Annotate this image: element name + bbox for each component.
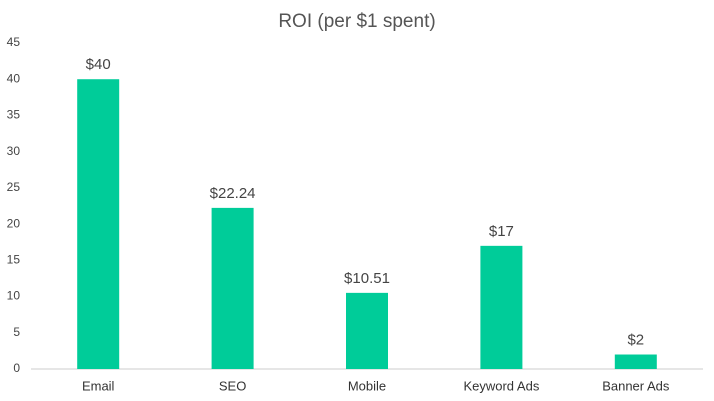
value-label: $10.51 xyxy=(344,270,390,287)
value-label: $40 xyxy=(86,56,111,73)
x-tick-label: SEO xyxy=(219,378,246,393)
y-tick-label: 25 xyxy=(7,180,21,194)
y-tick-label: 30 xyxy=(7,144,21,158)
x-tick-label: Mobile xyxy=(348,378,386,393)
bar xyxy=(211,207,254,369)
bar xyxy=(77,79,120,369)
bar xyxy=(480,245,523,369)
y-tick-label: 10 xyxy=(7,289,21,303)
x-tick-label: Keyword Ads xyxy=(463,378,539,393)
y-tick-label: 40 xyxy=(7,71,21,85)
y-tick-label: 0 xyxy=(13,361,20,375)
x-tick-label: Email xyxy=(82,378,115,393)
bar xyxy=(346,292,388,369)
y-tick-label: 20 xyxy=(7,216,21,230)
value-label: $22.24 xyxy=(210,185,256,202)
value-label: $17 xyxy=(489,223,514,240)
y-tick-label: 45 xyxy=(7,35,21,49)
y-tick-label: 35 xyxy=(7,108,21,122)
value-label: $2 xyxy=(627,331,644,348)
chart-title: ROI (per $1 spent) xyxy=(278,11,435,32)
y-tick-label: 5 xyxy=(13,325,20,339)
bar xyxy=(614,354,657,369)
x-tick-label: Banner Ads xyxy=(602,378,670,393)
y-tick-label: 15 xyxy=(7,253,21,267)
